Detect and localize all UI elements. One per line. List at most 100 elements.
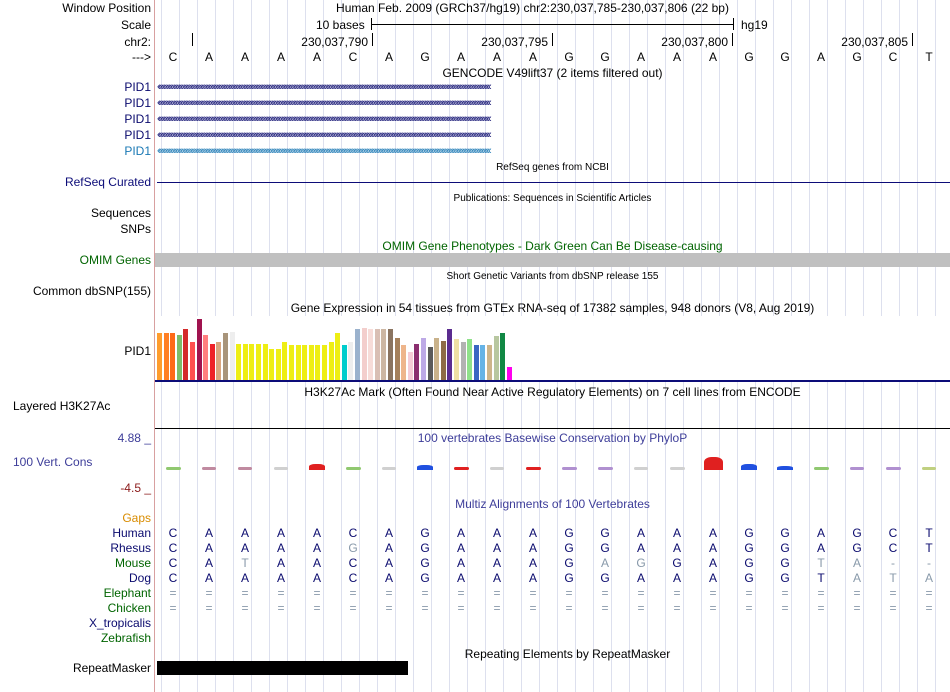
phylop-letter[interactable] bbox=[669, 467, 685, 470]
refseq-label[interactable]: RefSeq Curated bbox=[64, 175, 151, 189]
gtex-bar[interactable] bbox=[163, 333, 169, 380]
gtex-bar[interactable] bbox=[407, 352, 413, 380]
phylop-letter[interactable] bbox=[885, 467, 901, 470]
gtex-bar[interactable] bbox=[256, 344, 261, 380]
gtex-bar[interactable] bbox=[335, 333, 341, 380]
phylop-letter[interactable] bbox=[490, 467, 504, 470]
gtex-bar[interactable] bbox=[190, 342, 195, 380]
omim-label[interactable]: OMIM Genes bbox=[79, 253, 151, 267]
gtex-title[interactable]: Gene Expression in 54 tissues from GTEx … bbox=[290, 301, 815, 315]
phylop-logo[interactable] bbox=[155, 446, 950, 486]
gtex-bar[interactable] bbox=[176, 335, 182, 380]
species-label[interactable]: Human bbox=[112, 526, 151, 540]
track-area[interactable]: Human Feb. 2009 (GRCh37/hg19) chr2:230,0… bbox=[155, 0, 950, 692]
strand-arrow-label[interactable]: ---> bbox=[132, 50, 151, 64]
gtex-bar[interactable] bbox=[355, 329, 360, 380]
gtex-bar[interactable] bbox=[467, 339, 473, 380]
gtex-bar[interactable] bbox=[440, 341, 446, 380]
gtex-label[interactable]: PID1 bbox=[124, 344, 151, 358]
gtex-bar[interactable] bbox=[447, 329, 453, 380]
gtex-bar[interactable] bbox=[434, 338, 440, 380]
gtex-bar[interactable] bbox=[282, 342, 288, 380]
gtex-bar[interactable] bbox=[341, 345, 347, 380]
gtex-bar[interactable] bbox=[454, 339, 459, 380]
gtex-bar[interactable] bbox=[421, 338, 426, 380]
gtex-bar[interactable] bbox=[203, 335, 209, 380]
omim-feature-bar[interactable] bbox=[155, 253, 950, 267]
species-label[interactable]: Rhesus bbox=[110, 541, 151, 555]
gencode-item-label[interactable]: PID1 bbox=[124, 128, 151, 142]
gtex-bar[interactable] bbox=[262, 344, 268, 380]
publications-title[interactable]: Publications: Sequences in Scientific Ar… bbox=[453, 193, 652, 204]
gtex-bar[interactable] bbox=[315, 345, 321, 380]
phylop-title[interactable]: 100 vertebrates Basewise Conservation by… bbox=[417, 431, 688, 445]
gencode-transcript[interactable]: ‹‹‹‹‹‹‹‹‹‹‹‹‹‹‹‹‹‹‹‹‹‹‹‹‹‹‹‹‹‹‹‹‹‹‹‹‹‹‹‹… bbox=[157, 129, 492, 141]
gencode-item-label[interactable]: PID1 bbox=[124, 112, 151, 126]
gencode-item-label[interactable]: PID1 bbox=[124, 96, 151, 110]
gtex-bar[interactable] bbox=[374, 329, 380, 380]
gtex-bar[interactable] bbox=[157, 333, 162, 380]
gtex-bar[interactable] bbox=[473, 345, 479, 380]
phylop-letter[interactable] bbox=[813, 467, 829, 470]
publications-sequences-label[interactable]: Sequences bbox=[90, 206, 151, 220]
species-label[interactable]: X_tropicalis bbox=[88, 616, 151, 630]
gtex-bar[interactable] bbox=[289, 345, 294, 380]
gtex-bar[interactable] bbox=[308, 345, 314, 380]
gtex-bar[interactable] bbox=[249, 344, 255, 380]
gtex-bar[interactable] bbox=[242, 344, 248, 380]
gtex-bar[interactable] bbox=[216, 342, 222, 380]
phylop-letter[interactable] bbox=[202, 467, 216, 470]
gencode-transcript[interactable]: ‹‹‹‹‹‹‹‹‹‹‹‹‹‹‹‹‹‹‹‹‹‹‹‹‹‹‹‹‹‹‹‹‹‹‹‹‹‹‹‹… bbox=[157, 113, 492, 125]
gtex-bar[interactable] bbox=[348, 342, 354, 380]
h3k27ac-title[interactable]: H3K27Ac Mark (Often Found Near Active Re… bbox=[304, 385, 801, 399]
phylop-letter[interactable] bbox=[309, 464, 325, 470]
dbsnp-title[interactable]: Short Genetic Variants from dbSNP releas… bbox=[446, 271, 659, 282]
phylop-letter[interactable] bbox=[165, 467, 181, 470]
gtex-bar[interactable] bbox=[361, 328, 367, 380]
gtex-bar[interactable] bbox=[302, 345, 308, 380]
gtex-bar[interactable] bbox=[322, 345, 327, 380]
phylop-letter[interactable] bbox=[382, 467, 396, 470]
phylop-letter[interactable] bbox=[597, 467, 613, 470]
repeatmasker-title[interactable]: Repeating Elements by RepeatMasker bbox=[464, 647, 671, 661]
dbsnp-label[interactable]: Common dbSNP(155) bbox=[32, 284, 151, 298]
window-position-label[interactable]: Window Position bbox=[62, 1, 151, 15]
publications-snps-label[interactable]: SNPs bbox=[120, 222, 151, 236]
phylop-letter[interactable] bbox=[850, 467, 864, 470]
species-label[interactable]: Elephant bbox=[103, 586, 151, 600]
gtex-bar[interactable] bbox=[236, 344, 242, 380]
chrom-label[interactable]: chr2: bbox=[124, 35, 151, 49]
gtex-gene-line[interactable] bbox=[155, 380, 950, 382]
omim-title[interactable]: OMIM Gene Phenotypes - Dark Green Can Be… bbox=[382, 239, 723, 253]
gencode-transcript[interactable]: ‹‹‹‹‹‹‹‹‹‹‹‹‹‹‹‹‹‹‹‹‹‹‹‹‹‹‹‹‹‹‹‹‹‹‹‹‹‹‹‹… bbox=[157, 145, 492, 157]
phylop-letter[interactable] bbox=[777, 466, 793, 470]
phylop-letter[interactable] bbox=[453, 467, 469, 470]
gtex-bar[interactable] bbox=[381, 329, 387, 380]
gencode-title[interactable]: GENCODE V49lift37 (2 items filtered out) bbox=[442, 66, 663, 80]
repeatmasker-label[interactable]: RepeatMasker bbox=[72, 661, 151, 675]
gtex-bar[interactable] bbox=[209, 344, 215, 380]
gtex-bar[interactable] bbox=[229, 332, 235, 380]
gencode-item-label[interactable]: PID1 bbox=[124, 144, 151, 158]
phylop-letter[interactable] bbox=[703, 457, 723, 470]
phylop-letter[interactable] bbox=[634, 467, 648, 470]
gtex-bar[interactable] bbox=[414, 344, 420, 380]
species-label[interactable]: Mouse bbox=[114, 556, 151, 570]
gtex-bar[interactable] bbox=[170, 333, 176, 380]
gtex-chart[interactable] bbox=[155, 316, 950, 380]
refseq-title[interactable]: RefSeq genes from NCBI bbox=[496, 162, 609, 173]
phylop-letter[interactable] bbox=[274, 467, 288, 470]
phylop-letter[interactable] bbox=[922, 467, 936, 470]
gtex-bar[interactable] bbox=[506, 367, 512, 380]
phylop-letter[interactable] bbox=[417, 465, 433, 470]
gtex-bar[interactable] bbox=[388, 329, 393, 380]
gtex-bar[interactable] bbox=[480, 345, 486, 380]
gtex-bar[interactable] bbox=[328, 342, 334, 380]
gencode-transcript[interactable]: ‹‹‹‹‹‹‹‹‹‹‹‹‹‹‹‹‹‹‹‹‹‹‹‹‹‹‹‹‹‹‹‹‹‹‹‹‹‹‹‹… bbox=[157, 81, 492, 93]
gtex-bar[interactable] bbox=[500, 333, 506, 380]
phylop-letter[interactable] bbox=[741, 464, 757, 470]
gaps-label[interactable]: Gaps bbox=[122, 511, 151, 525]
refseq-line[interactable] bbox=[157, 182, 950, 183]
phylop-letter[interactable] bbox=[525, 467, 541, 470]
gtex-bar[interactable] bbox=[196, 319, 202, 380]
